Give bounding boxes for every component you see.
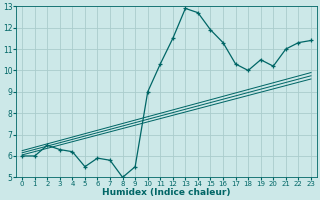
X-axis label: Humidex (Indice chaleur): Humidex (Indice chaleur)	[102, 188, 231, 197]
